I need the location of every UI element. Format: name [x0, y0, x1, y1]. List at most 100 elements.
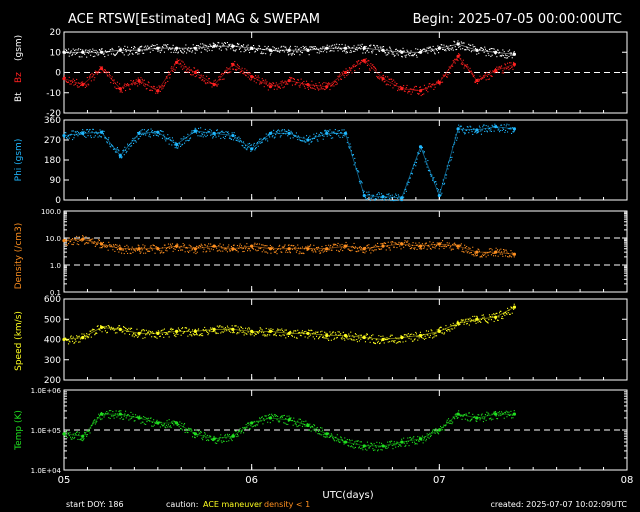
scatter-dot-bz — [426, 88, 428, 90]
scatter-dot-bt — [230, 46, 232, 48]
scatter-dot-density — [272, 246, 274, 248]
scatter-dot-bz — [446, 76, 448, 78]
scatter-dot-bz — [454, 58, 456, 60]
scatter-dot-speed — [303, 333, 305, 335]
scatter-dot-bz — [264, 81, 266, 83]
scatter-dot-bt — [188, 47, 190, 49]
scatter-dot-phi — [365, 198, 367, 200]
scatter-dot-bt — [393, 55, 395, 57]
scatter-dot-density — [313, 244, 315, 246]
scatter-dot-speed — [409, 333, 411, 335]
scatter-dot-temp — [373, 449, 375, 451]
scatter-dot-temp — [421, 435, 423, 437]
scatter-dot-density — [407, 245, 409, 247]
scatter-dot-bz — [121, 91, 123, 93]
scatter-dot-phi — [310, 139, 312, 141]
scatter-dot-density — [225, 249, 227, 251]
scatter-dot-phi — [443, 183, 445, 185]
scatter-dot-density — [449, 247, 451, 249]
scatter-dot-speed — [412, 340, 414, 342]
scatter-dot-speed — [74, 339, 76, 341]
scatter-dot-bt — [423, 48, 425, 50]
scatter-dot-density — [348, 249, 350, 251]
scatter-dot-speed — [340, 333, 342, 335]
scatter-dot-temp — [277, 420, 279, 422]
scatter-dot-speed — [88, 336, 90, 338]
scatter-dot-phi — [184, 142, 186, 144]
scatter-dot-bt — [262, 48, 264, 50]
scatter-dot-temp — [411, 441, 413, 443]
scatter-dot-bt — [251, 48, 253, 50]
scatter-dot-phi — [311, 140, 313, 142]
scatter-dot-bt — [222, 45, 224, 47]
scatter-dot-temp — [218, 438, 220, 440]
scatter-dot-phi — [289, 137, 291, 139]
scatter-dot-phi — [81, 131, 83, 133]
scatter-dot-density — [81, 240, 83, 242]
scatter-dot-speed — [286, 334, 288, 336]
scatter-dot-bz — [191, 74, 193, 76]
scatter-dot-density — [126, 244, 128, 246]
scatter-dot-phi — [80, 132, 82, 134]
scatter-dot-phi — [96, 133, 98, 135]
scatter-dot-density — [139, 252, 141, 254]
scatter-dot-density — [405, 241, 407, 243]
scatter-dot-speed — [513, 308, 515, 310]
scatter-dot-phi — [328, 134, 330, 136]
scatter-dot-temp — [261, 417, 263, 419]
scatter-dot-bt — [449, 48, 451, 50]
scatter-dot-bt — [408, 52, 410, 54]
scatter-dot-speed — [382, 335, 384, 337]
scatter-dot-bz — [440, 81, 442, 83]
scatter-dot-temp — [81, 437, 83, 439]
scatter-dot-phi — [421, 147, 423, 149]
scatter-dot-temp — [221, 442, 223, 444]
scatter-dot-temp — [436, 431, 438, 433]
scatter-dot-bz — [82, 84, 84, 86]
scatter-dot-temp — [466, 419, 468, 421]
scatter-dot-phi — [476, 132, 478, 134]
scatter-dot-temp — [432, 429, 434, 431]
scatter-dot-bt — [265, 48, 267, 50]
scatter-dot-phi — [292, 137, 294, 139]
scatter-dot-phi — [468, 132, 470, 134]
data-point-phi — [175, 142, 179, 147]
scatter-dot-density — [484, 254, 486, 256]
scatter-dot-phi — [479, 127, 481, 129]
scatter-dot-bz — [66, 81, 68, 83]
scatter-dot-speed — [404, 334, 406, 336]
scatter-dot-bz — [473, 74, 475, 76]
scatter-dot-bt — [84, 50, 86, 52]
scatter-dot-phi — [303, 136, 305, 138]
scatter-dot-density — [327, 249, 329, 251]
scatter-dot-speed — [383, 337, 385, 339]
scatter-dot-bz — [377, 77, 379, 79]
scatter-dot-temp — [362, 446, 364, 448]
scatter-dot-density — [258, 247, 260, 249]
scatter-dot-phi — [291, 132, 293, 134]
scatter-dot-speed — [237, 326, 239, 328]
scatter-dot-phi — [282, 133, 284, 135]
scatter-dot-bz — [468, 70, 470, 72]
scatter-dot-phi — [132, 137, 134, 139]
scatter-dot-temp — [204, 432, 206, 434]
scatter-dot-phi — [348, 147, 350, 149]
scatter-dot-temp — [388, 444, 390, 446]
scatter-dot-density — [459, 244, 461, 246]
scatter-dot-bz — [214, 79, 216, 81]
scatter-dot-bz — [139, 83, 141, 85]
scatter-dot-speed — [152, 332, 154, 334]
scatter-dot-phi — [509, 128, 511, 130]
scatter-dot-density — [502, 255, 504, 257]
scatter-dot-phi — [308, 136, 310, 138]
scatter-dot-bt — [501, 55, 503, 57]
scatter-dot-phi — [354, 157, 356, 159]
scatter-dot-bt — [79, 56, 81, 58]
scatter-dot-bz — [444, 74, 446, 76]
scatter-dot-bt — [386, 48, 388, 50]
scatter-dot-bt — [124, 45, 126, 47]
scatter-dot-speed — [460, 321, 462, 323]
scatter-dot-speed — [186, 327, 188, 329]
scatter-dot-bz — [87, 83, 89, 85]
scatter-dot-phi — [360, 181, 362, 183]
